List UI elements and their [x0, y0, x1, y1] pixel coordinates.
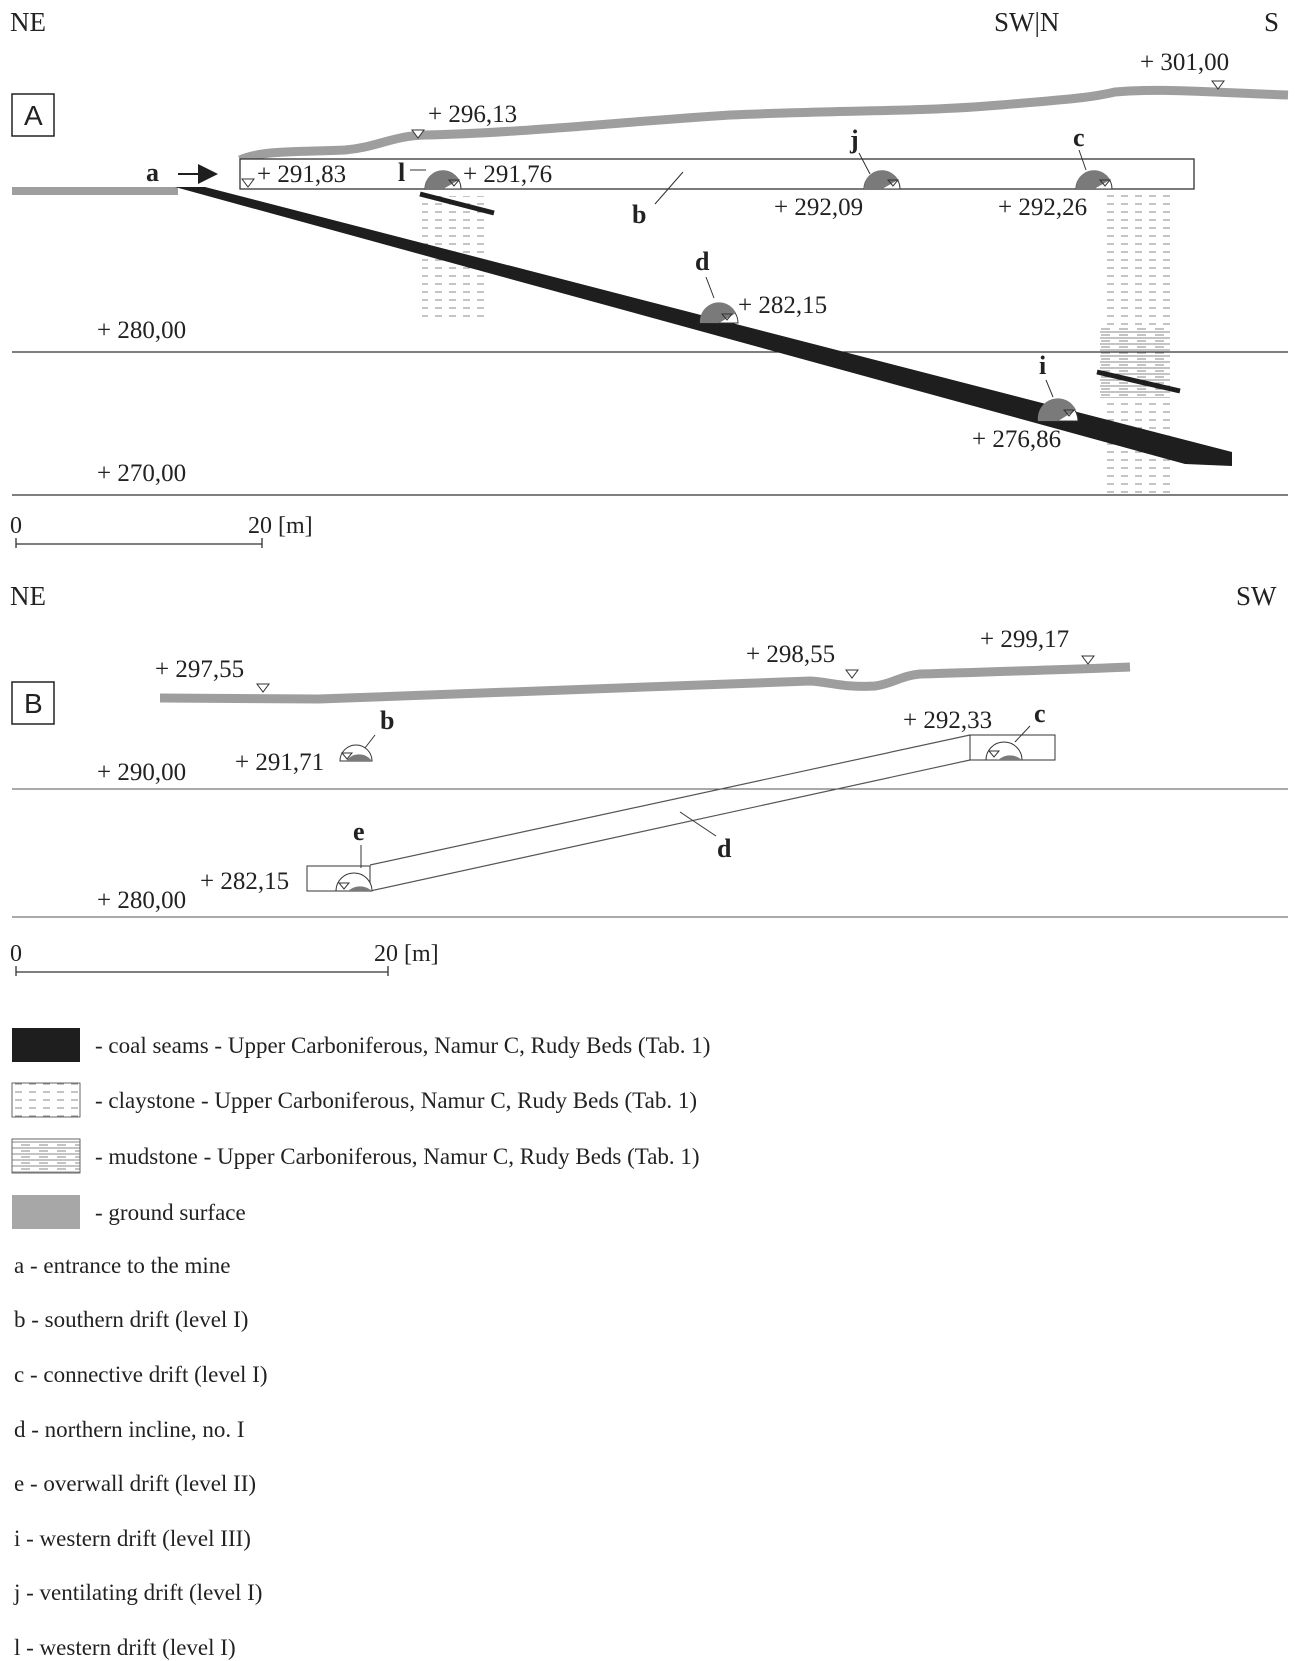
legend-item-i: i - western drift (level III) — [14, 1526, 251, 1551]
elevation-280-a: + 280,00 — [97, 317, 186, 344]
label-b: b — [632, 200, 646, 229]
legend-ground-text: - ground surface — [95, 1200, 246, 1225]
survey-marker-29613 — [411, 129, 425, 139]
scale-b-end: 20 [m] — [374, 941, 439, 967]
label-j: j — [849, 125, 859, 154]
elevation-27686: + 276,86 — [972, 426, 1061, 453]
elevation-29755: + 297,55 — [155, 656, 244, 683]
leader-c-b — [1014, 725, 1031, 743]
incline-d-upper — [369, 734, 971, 866]
legend-item-c: c - connective drift (level I) — [14, 1362, 268, 1387]
elevation-29855: + 298,55 — [746, 641, 835, 668]
label-d-b: d — [717, 834, 732, 863]
section-a: NE SW|N S A b a l — [10, 7, 1289, 548]
gallery-l — [424, 170, 462, 190]
elevation-29183: + 291,83 — [257, 161, 346, 188]
legend-item-a: a - entrance to the mine — [14, 1253, 230, 1278]
ground-surface-b — [159, 662, 1131, 704]
gallery-e — [335, 872, 373, 892]
legend-item-b: b - southern drift (level I) — [14, 1307, 248, 1332]
legend-mudstone-text: - mudstone - Upper Carboniferous, Namur … — [95, 1144, 700, 1169]
gallery-d-a — [699, 302, 739, 324]
leader-b-b — [364, 734, 376, 749]
label-c-a: c — [1073, 123, 1085, 152]
survey-marker-29855 — [845, 669, 859, 679]
label-i: i — [1039, 351, 1046, 380]
leader-b — [654, 171, 684, 205]
legend-coal-text: - coal seams - Upper Carboniferous, Namu… — [95, 1033, 710, 1058]
southern-drift-b — [239, 158, 1195, 190]
elevation-28215: + 282,15 — [738, 292, 827, 319]
label-c-b: c — [1034, 699, 1046, 728]
elevation-29176: + 291,76 — [463, 161, 552, 188]
orientation-swn-label: SW|N — [994, 7, 1059, 37]
label-e: e — [353, 817, 365, 846]
leader-j — [858, 152, 871, 175]
label-l: l — [398, 158, 405, 187]
elevation-29613: + 296,13 — [428, 101, 517, 128]
orientation-ne-label: NE — [10, 7, 46, 37]
label-b-b: b — [380, 706, 394, 735]
incline-d-lower — [369, 759, 971, 892]
scale-a-end: 20 [m] — [248, 513, 313, 539]
elevation-280-b: + 280,00 — [97, 887, 186, 914]
panel-b-id: B — [24, 688, 43, 719]
orientation-sw-label-b: SW — [1236, 581, 1277, 611]
orientation-ne-label-b: NE — [10, 581, 46, 611]
elevation-29233: + 292,33 — [903, 707, 992, 734]
leader-d-a — [705, 276, 715, 299]
survey-marker-301 — [1211, 80, 1225, 90]
gallery-c-a — [1075, 170, 1113, 190]
legend-item-j: j - ventilating drift (level I) — [13, 1580, 262, 1605]
ground-surface-swatch-icon — [12, 1195, 80, 1229]
elevation-29226: + 292,26 — [998, 194, 1087, 221]
elevation-29171: + 291,71 — [235, 749, 324, 776]
leader-d-b — [679, 811, 717, 837]
coal-seam-short-right — [1096, 369, 1181, 394]
legend-item-l: l - western drift (level I) — [14, 1635, 236, 1660]
gallery-j — [863, 170, 901, 190]
survey-marker-29917 — [1081, 655, 1095, 665]
panel-b-id-box — [11, 681, 55, 725]
coal-seam-swatch-icon — [12, 1028, 80, 1062]
legend-claystone-text: - claystone - Upper Carboniferous, Namur… — [95, 1088, 697, 1113]
scale-a-zero: 0 — [10, 513, 22, 539]
coal-seam-main — [175, 187, 1232, 466]
legend-item-d: d - northern incline, no. I — [14, 1417, 245, 1442]
label-d-a: d — [695, 247, 710, 276]
elevation-29209: + 292,09 — [774, 194, 863, 221]
survey-marker-29755 — [256, 683, 270, 693]
gallery-b — [339, 744, 373, 762]
elevation-29917: + 299,17 — [980, 626, 1069, 653]
orientation-s-label: S — [1264, 7, 1279, 37]
panel-a-id: A — [24, 100, 43, 131]
legend: - coal seams - Upper Carboniferous, Namu… — [11, 1028, 710, 1660]
panel-a-id-box — [11, 93, 55, 137]
elevation-28215-b: + 282,15 — [200, 868, 289, 895]
coal-seam-short-left — [419, 191, 495, 216]
gallery-i — [1037, 398, 1079, 422]
mudstone-swatch-icon — [11, 1138, 81, 1174]
legend-item-e: e - overwall drift (level II) — [14, 1471, 256, 1496]
section-b: NE SW B d b c — [10, 581, 1288, 976]
claystone-column-right — [1100, 192, 1170, 328]
leader-c-a — [1078, 149, 1087, 171]
elevation-301: + 301,00 — [1140, 49, 1229, 76]
ground-surface-a — [238, 85, 1289, 165]
label-a: a — [146, 158, 159, 187]
scale-b-zero: 0 — [10, 941, 22, 967]
claystone-swatch-icon — [11, 1082, 81, 1118]
elevation-290: + 290,00 — [97, 759, 186, 786]
elevation-270: + 270,00 — [97, 460, 186, 487]
gallery-c-b — [985, 741, 1023, 761]
survey-marker-29183 — [241, 178, 255, 188]
leader-i — [1045, 379, 1054, 398]
